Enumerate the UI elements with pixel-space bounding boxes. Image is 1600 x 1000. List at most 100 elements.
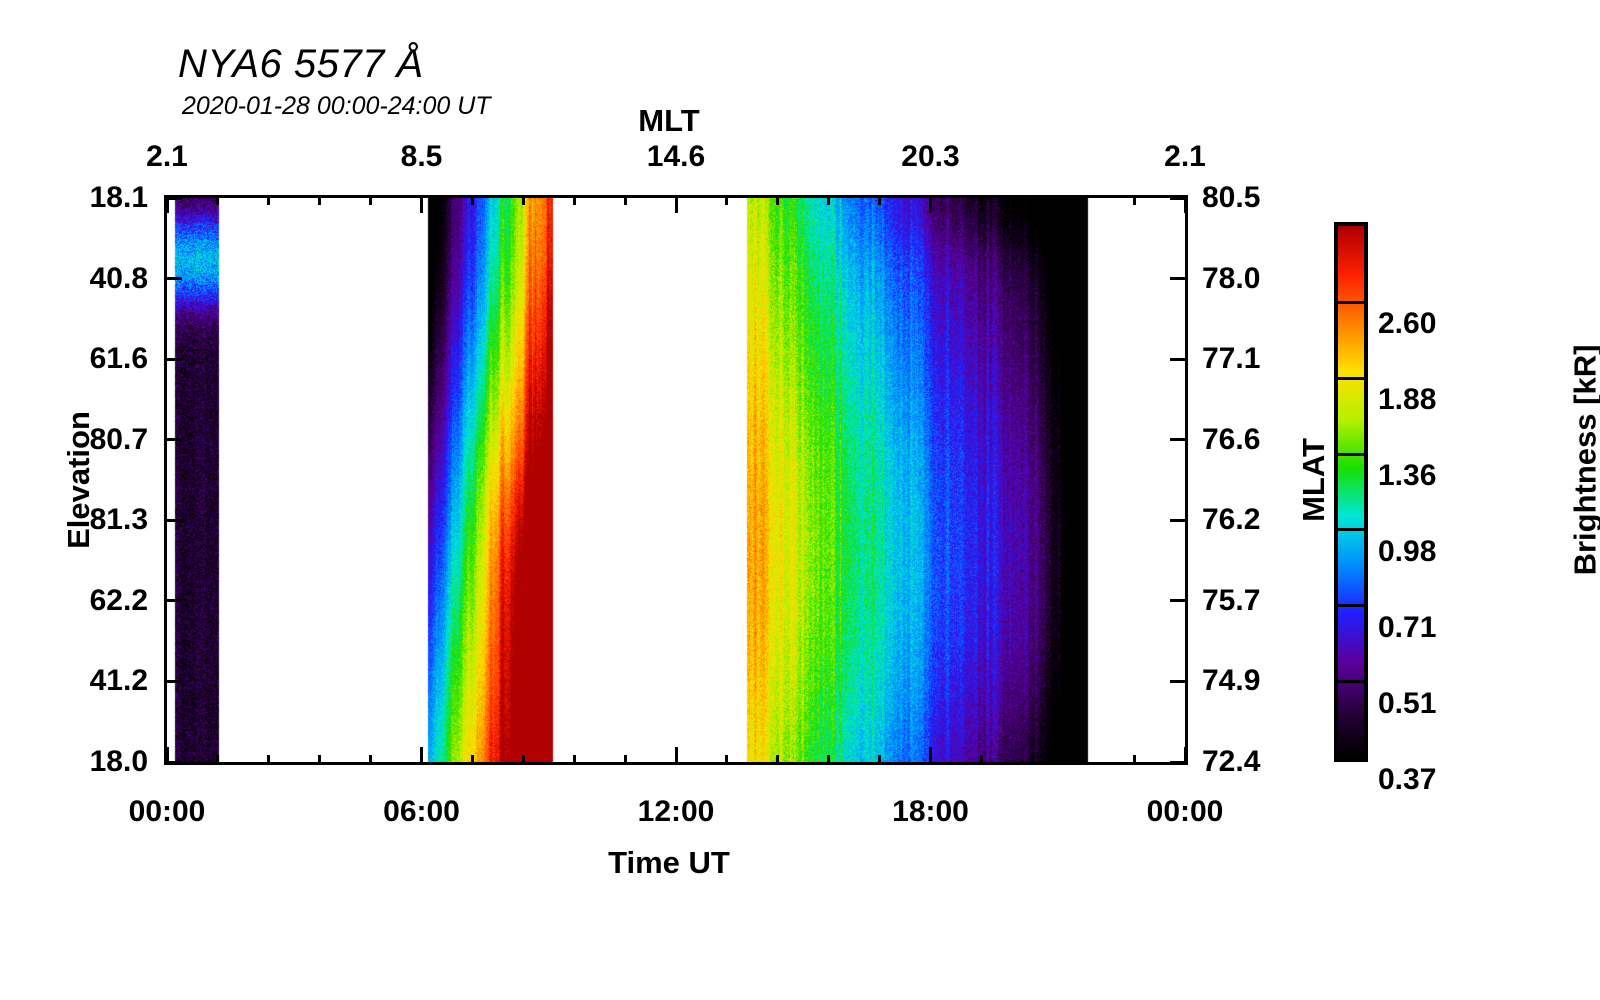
tick-mlt-minor bbox=[623, 195, 627, 205]
tick-elevation bbox=[164, 438, 182, 442]
axis-title-time: Time UT bbox=[608, 845, 730, 880]
colorbar-separator bbox=[1334, 680, 1368, 684]
tick-time-minor bbox=[318, 755, 322, 765]
tick-mlt-minor bbox=[725, 195, 729, 205]
time-tick-label: 12:00 bbox=[637, 795, 715, 828]
tick-mlt-minor bbox=[216, 195, 220, 205]
tick-mlt-minor bbox=[1132, 195, 1136, 205]
tick-time-minor bbox=[216, 755, 220, 765]
tick-mlt-major bbox=[674, 195, 678, 213]
mlat-tick-label: 76.2 bbox=[1202, 503, 1261, 537]
tick-time-minor bbox=[267, 755, 271, 765]
tick-mlt-major bbox=[165, 195, 169, 213]
tick-mlt-minor bbox=[369, 195, 373, 205]
time-tick-label: 18:00 bbox=[892, 795, 969, 828]
page-title: NYA6 5577 Å bbox=[178, 42, 424, 86]
tick-elevation bbox=[164, 679, 182, 683]
tick-mlat bbox=[1170, 599, 1188, 603]
page-subtitle: 2020-01-28 00:00-24:00 UT bbox=[182, 92, 491, 120]
tick-elevation bbox=[164, 599, 182, 603]
tick-time-minor bbox=[572, 755, 576, 765]
mlat-tick-label: 72.4 bbox=[1202, 745, 1261, 778]
colorbar-separator bbox=[1334, 528, 1368, 532]
mlt-tick-label: 20.3 bbox=[901, 140, 960, 173]
tick-mlat bbox=[1170, 518, 1188, 522]
mlt-tick-label: 2.1 bbox=[1164, 140, 1206, 173]
mlat-tick-label: 76.6 bbox=[1202, 422, 1261, 456]
colorbar-tick-label: 0.37 bbox=[1378, 763, 1437, 796]
tick-mlt-minor bbox=[267, 195, 271, 205]
tick-mlat bbox=[1170, 277, 1188, 281]
colorbar-separator bbox=[1334, 376, 1368, 380]
colorbar-tick-label: 0.51 bbox=[1378, 686, 1437, 720]
colorbar-tick-label: 0.71 bbox=[1378, 610, 1437, 644]
tick-mlt-minor bbox=[776, 195, 780, 205]
colorbar-tick-label: 2.60 bbox=[1378, 307, 1437, 341]
tick-time-minor bbox=[776, 755, 780, 765]
keogram-image bbox=[167, 198, 1185, 762]
mlat-tick-label: 75.7 bbox=[1202, 583, 1261, 617]
colorbar-separator bbox=[1334, 756, 1368, 760]
colorbar-tick-label: 1.88 bbox=[1378, 383, 1437, 417]
tick-mlat bbox=[1170, 357, 1188, 361]
axis-title-mlat: MLAT bbox=[1295, 438, 1331, 522]
tick-time-major bbox=[1183, 747, 1187, 765]
tick-time-major bbox=[165, 747, 169, 765]
colorbar-tick-label: 0.98 bbox=[1378, 534, 1437, 568]
tick-time-minor bbox=[878, 755, 882, 765]
mlat-tick-label: 74.9 bbox=[1202, 664, 1261, 698]
tick-time-minor bbox=[369, 755, 373, 765]
tick-mlt-minor bbox=[318, 195, 322, 205]
elevation-tick-label: 40.8 bbox=[89, 261, 148, 295]
colorbar bbox=[1334, 222, 1368, 762]
elevation-tick-label: 61.6 bbox=[89, 342, 148, 376]
colorbar-gradient bbox=[1338, 226, 1364, 758]
tick-time-minor bbox=[1132, 755, 1136, 765]
mlt-tick-label: 8.5 bbox=[400, 140, 443, 173]
elevation-tick-label: 41.2 bbox=[89, 664, 148, 698]
tick-mlt-minor bbox=[521, 195, 525, 205]
tick-time-minor bbox=[521, 755, 525, 765]
colorbar-separator bbox=[1334, 452, 1368, 456]
colorbar-tick-label: 1.36 bbox=[1378, 459, 1437, 493]
tick-mlt-minor bbox=[827, 195, 831, 205]
tick-time-minor bbox=[1081, 755, 1085, 765]
tick-mlt-major bbox=[420, 195, 423, 213]
axis-title-mlt: MLT bbox=[638, 103, 700, 138]
mlt-tick-label: 2.1 bbox=[146, 140, 188, 173]
tick-time-major bbox=[420, 747, 423, 765]
keogram-plot-area bbox=[164, 195, 1188, 765]
tick-mlt-minor bbox=[979, 195, 983, 205]
tick-mlt-major bbox=[1183, 195, 1187, 213]
tick-mlt-major bbox=[929, 195, 932, 213]
time-tick-label: 00:00 bbox=[1146, 795, 1224, 828]
tick-time-minor bbox=[827, 755, 831, 765]
elevation-tick-label: 18.1 bbox=[89, 181, 148, 214]
elevation-tick-label: 80.7 bbox=[89, 422, 148, 456]
tick-time-minor bbox=[470, 755, 474, 765]
colorbar-separator bbox=[1334, 604, 1368, 608]
tick-time-minor bbox=[1030, 755, 1034, 765]
tick-mlt-minor bbox=[1030, 195, 1034, 205]
tick-mlt-minor bbox=[572, 195, 576, 205]
mlat-tick-label: 77.1 bbox=[1202, 342, 1261, 376]
tick-mlat bbox=[1170, 679, 1188, 683]
mlt-tick-label: 14.6 bbox=[646, 140, 706, 173]
elevation-tick-label: 62.2 bbox=[89, 583, 148, 617]
tick-mlat bbox=[1170, 438, 1188, 442]
colorbar-title: Brightness [kR] bbox=[1567, 344, 1600, 576]
tick-mlat bbox=[1170, 196, 1188, 200]
colorbar-separator bbox=[1334, 300, 1368, 304]
time-tick-label: 06:00 bbox=[383, 795, 460, 828]
tick-elevation bbox=[164, 357, 182, 361]
tick-elevation bbox=[164, 277, 182, 281]
mlat-tick-label: 80.5 bbox=[1202, 181, 1261, 214]
tick-time-major bbox=[674, 747, 678, 765]
time-tick-label: 00:00 bbox=[128, 795, 206, 828]
tick-elevation bbox=[164, 518, 182, 522]
tick-mlt-minor bbox=[1081, 195, 1085, 205]
tick-elevation bbox=[164, 760, 182, 764]
elevation-tick-label: 81.3 bbox=[89, 503, 148, 537]
tick-time-minor bbox=[725, 755, 729, 765]
tick-time-major bbox=[929, 747, 932, 765]
